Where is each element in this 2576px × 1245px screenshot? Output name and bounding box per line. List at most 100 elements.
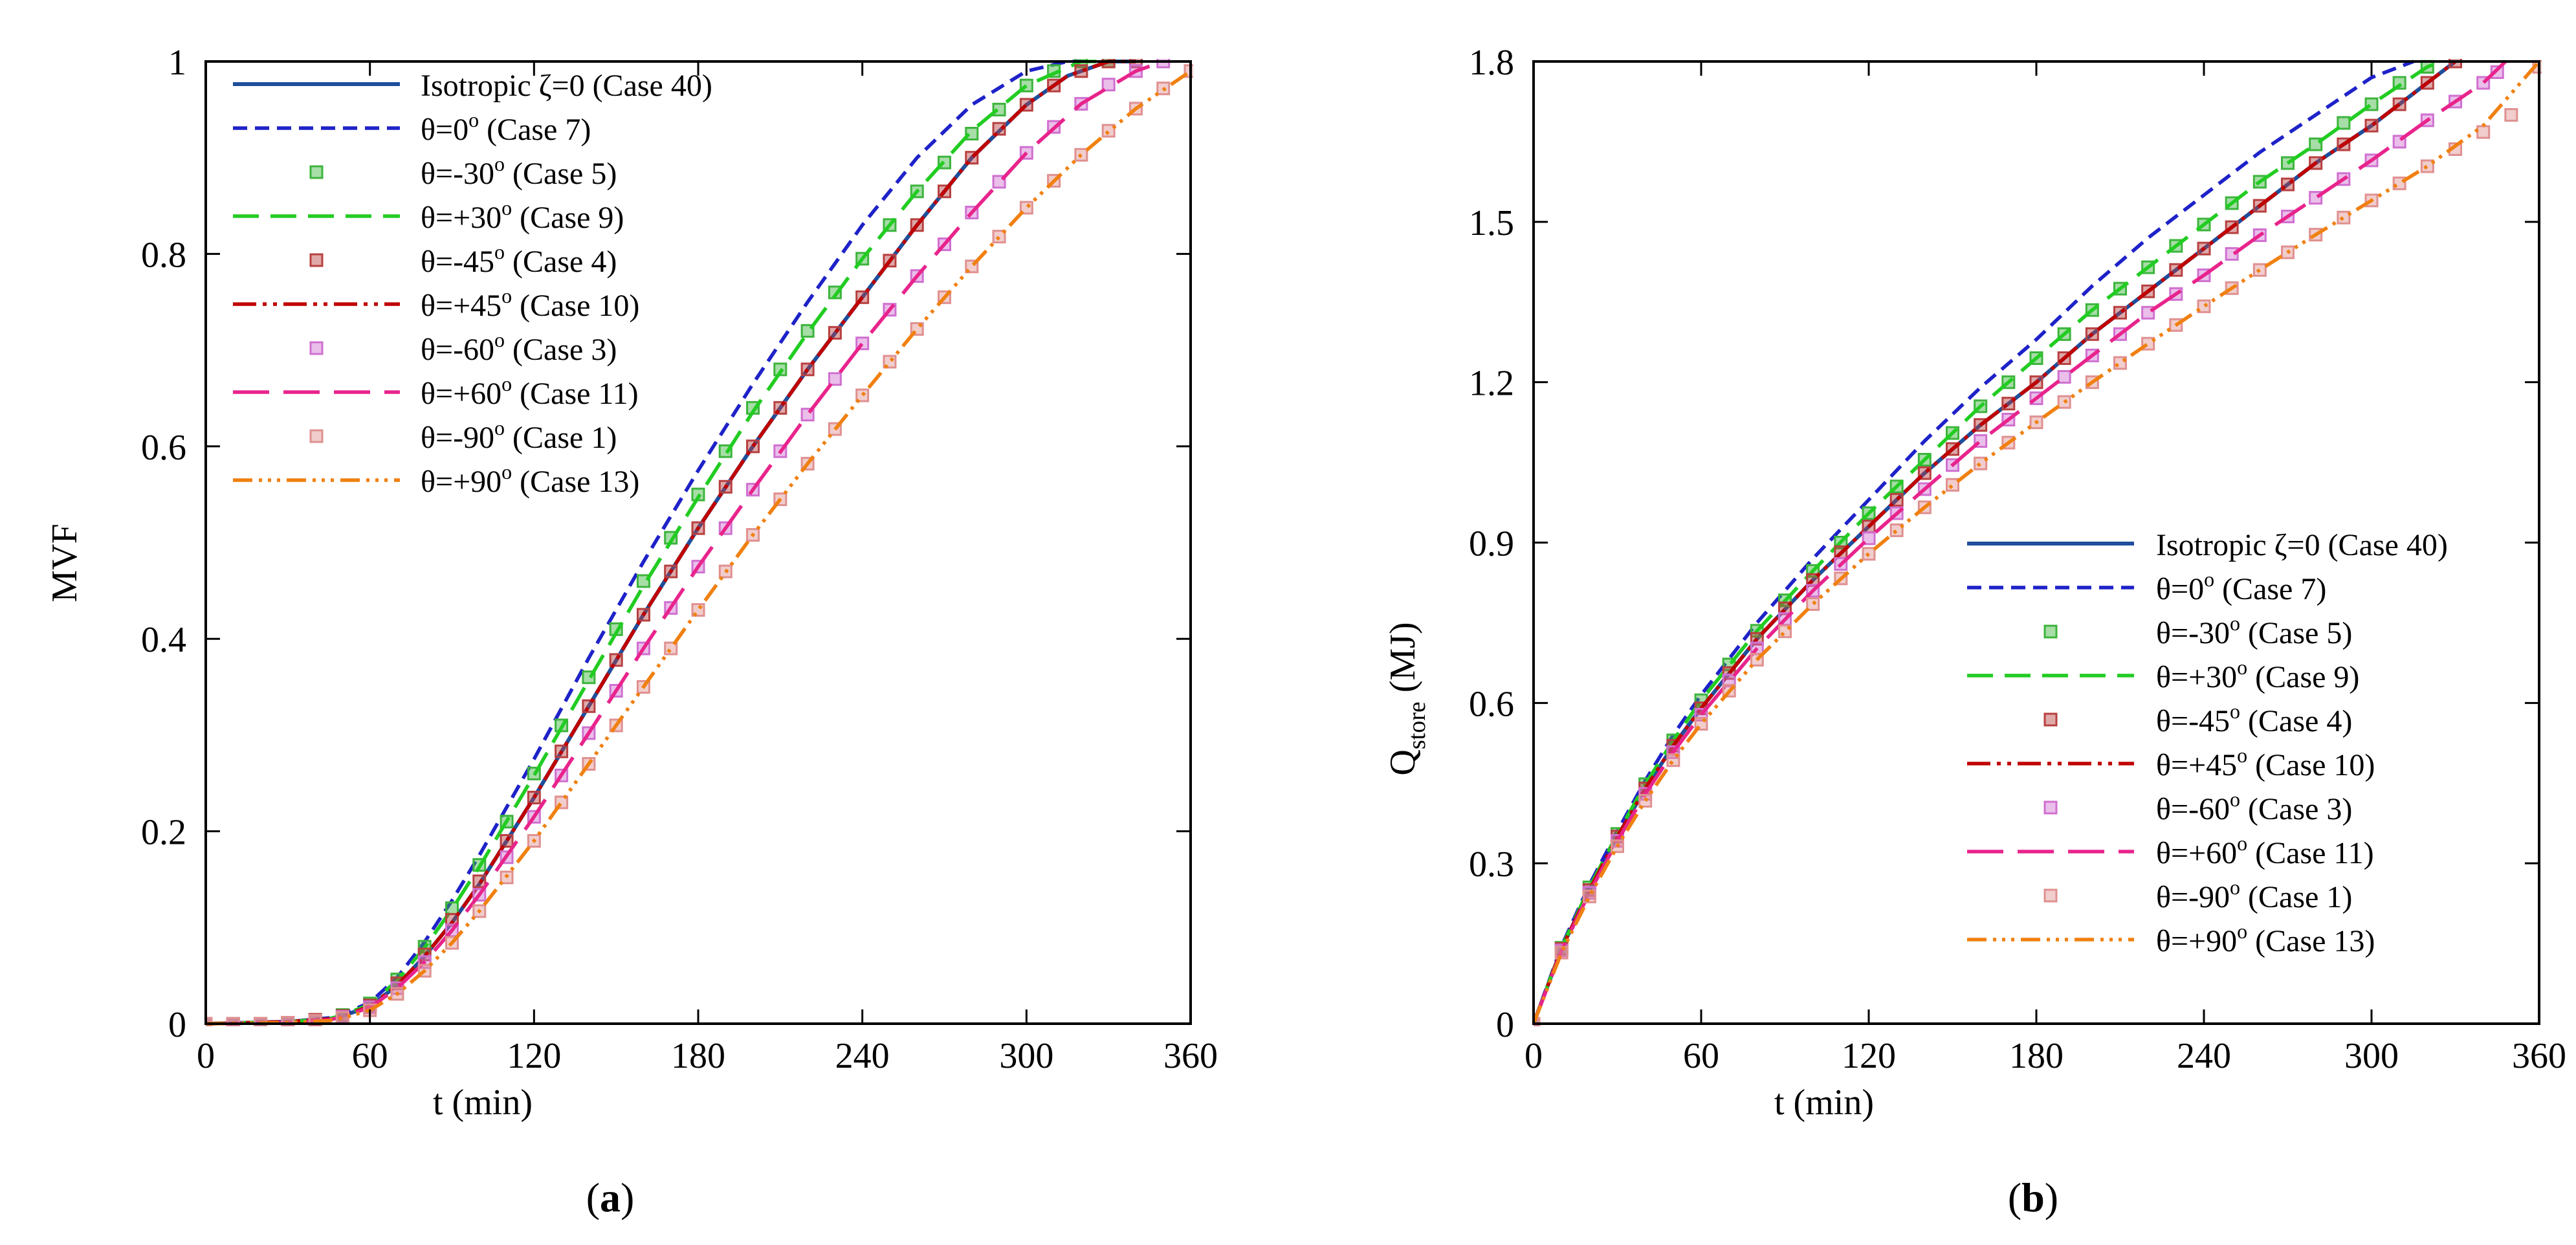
- panel-a-legend-entry: θ=+60o (Case 11): [233, 372, 639, 411]
- panel-b-legend-label: θ=0o (Case 7): [2156, 567, 2326, 606]
- panel-b-y-tick-label: 0.9: [1469, 524, 1514, 564]
- panel-b-label: (b): [2008, 1174, 2058, 1220]
- panel-b-series-7-line: [1534, 60, 2507, 1024]
- panel-b-legend-entry: θ=-90o (Case 1): [2043, 876, 2352, 914]
- panel-a-legend-entry: θ=-30o (Case 5): [309, 152, 617, 191]
- panel-b-y-axis-label-sub: store: [1404, 701, 1431, 749]
- panel-b-y-axis-label-main: Q: [1383, 749, 1423, 775]
- panel-b-legend-marker: [2043, 888, 2058, 903]
- panel-a-y-tick-label: 1: [168, 43, 186, 83]
- panel-b-series-group: [1534, 59, 2542, 1026]
- panel-b-series-8-point: [1974, 456, 1988, 470]
- panel-b-series-6-point: [1862, 531, 1876, 545]
- panel-a-series-6-point: [1101, 78, 1116, 92]
- panel-b-series-8-point: [2504, 108, 2518, 122]
- panel-a-x-tick-label: 360: [1163, 1036, 1218, 1076]
- panel-b-legend-label: θ=-45o (Case 4): [2156, 700, 2352, 738]
- panel-b-y-axis-label: Qstore (MJ): [1383, 622, 1431, 775]
- panel-a-mvf-chart: 0 60 120 180 240 300 360 0 0.2 0.4 0.6 0.8 1 Isotrop…: [45, 43, 1218, 1220]
- panel-a-series-4-point: [746, 439, 760, 454]
- panel-b-legend-entry: θ=-45o (Case 4): [2043, 700, 2352, 738]
- panel-b-x-tick-label: 0: [1525, 1036, 1543, 1076]
- panel-b-legend-entry: θ=0o (Case 7): [1967, 567, 2326, 606]
- panel-a-series-3-line: [206, 60, 1109, 1026]
- panel-a-series-4-point: [445, 912, 459, 927]
- panel-b-series-9-line: [1534, 60, 2541, 1025]
- panel-b-legend-label: θ=+30o (Case 9): [2156, 656, 2359, 694]
- panel-a-y-tick-label: 0.8: [141, 235, 186, 275]
- panel-b-series-2-point: [2337, 116, 2351, 130]
- panel-b-x-tick-label: 240: [2177, 1036, 2231, 1076]
- panel-b-legend-entry: θ=-60o (Case 3): [2043, 788, 2352, 826]
- panel-b-y-tick-label: 1.8: [1469, 43, 1514, 83]
- panel-a-legend-label: θ=+90o (Case 13): [421, 460, 639, 499]
- panel-a-ticks: 0 60 120 180 240 300 360 0 0.2 0.4 0.6 0.8 1: [141, 43, 1218, 1076]
- panel-a-legend-label: θ=-30o (Case 5): [421, 152, 617, 191]
- panel-a-legend-entry: θ=+45o (Case 10): [233, 284, 639, 323]
- panel-a-series-8-point: [992, 230, 1006, 244]
- panel-a-legend-label: θ=+60o (Case 11): [421, 372, 639, 411]
- panel-b-legend-entry: θ=+90o (Case 13): [1967, 920, 2375, 958]
- panel-b-series-1-line: [1534, 60, 2414, 1024]
- panel-b-legend-label: θ=-30o (Case 5): [2156, 611, 2352, 650]
- panel-a-legend-entry: θ=-60o (Case 3): [309, 328, 617, 367]
- panel-b-legend-label: Isotropic ζ=0 (Case 40): [2156, 528, 2448, 562]
- panel-b-legend-label: θ=+60o (Case 11): [2156, 832, 2374, 870]
- panel-b-legend-label: θ=-60o (Case 3): [2156, 788, 2352, 826]
- panel-b-series-5-line: [1534, 60, 2457, 1024]
- panel-b-label-letter: b: [2021, 1174, 2045, 1220]
- panel-a-series-8-markers: [206, 64, 1193, 1026]
- panel-b-legend-marker: [2043, 800, 2058, 815]
- panel-b-series-8-point: [2197, 299, 2211, 313]
- panel-b-y-tick-label: 1.2: [1469, 364, 1514, 404]
- panel-a-series-1-line: [206, 60, 1081, 1026]
- panel-a-legend-marker: [309, 341, 324, 355]
- panel-a-legend-label: θ=-60o (Case 3): [421, 328, 617, 367]
- panel-a-legend-marker: [309, 429, 324, 443]
- panel-a-legend-entry: θ=0o (Case 7): [233, 108, 591, 147]
- panel-a-x-tick-label: 240: [835, 1036, 890, 1076]
- panel-a-series-7-line: [206, 60, 1164, 1026]
- panel-a-legend-label: θ=-45o (Case 4): [421, 240, 617, 279]
- panel-b-series-8-point: [2337, 210, 2351, 225]
- panel-a-label-letter: a: [600, 1174, 621, 1220]
- panel-a-series-2-markers: [206, 59, 1116, 1026]
- panel-b-ticks: 0 60 120 180 240 300 360 0 0.3 0.6 0.9 1.2 1.5 1.8: [1469, 43, 2566, 1076]
- panel-a-label: (a): [586, 1174, 635, 1220]
- panel-a-y-axis-label: MVF: [45, 523, 85, 602]
- panel-b-series-6-point: [2057, 369, 2071, 384]
- panel-b-y-tick-label: 1.5: [1469, 203, 1514, 243]
- panel-b-legend-entry: θ=+30o (Case 9): [1967, 656, 2359, 694]
- panel-a-frame-box: [204, 60, 1192, 1025]
- panel-b-legend-entry: θ=+60o (Case 11): [1967, 832, 2374, 870]
- panel-a-legend-entry: θ=-90o (Case 1): [309, 416, 617, 455]
- panel-a-legend-entry: θ=+90o (Case 13): [233, 460, 639, 499]
- panel-b-legend-entry: Isotropic ζ=0 (Case 40): [1967, 528, 2448, 562]
- panel-b-x-tick-label: 180: [2009, 1036, 2064, 1076]
- panel-b-legend-entry: θ=+45o (Case 10): [1967, 744, 2375, 782]
- panel-b-legend: Isotropic ζ=0 (Case 40) θ=0o (Case 7) θ=-3…: [1967, 528, 2448, 958]
- panel-a-legend-marker: [309, 165, 324, 179]
- panel-a-series-4-point: [992, 122, 1006, 136]
- panel-a-x-tick-label: 60: [352, 1036, 388, 1076]
- panel-a-series-8-point: [1101, 124, 1116, 138]
- panel-a-legend-label: Isotropic ζ=0 (Case 40): [421, 69, 712, 103]
- panel-a-x-tick-label: 0: [197, 1036, 215, 1076]
- panel-b-y-tick-label: 0: [1496, 1005, 1514, 1045]
- panel-a-x-axis-label: t (min): [433, 1083, 533, 1123]
- panel-b-y-tick-label: 0.6: [1469, 684, 1514, 724]
- panel-a-y-tick-label: 0.6: [141, 428, 186, 468]
- panel-a-series-9-line: [206, 69, 1192, 1026]
- panel-b-series-3-line: [1534, 60, 2442, 1024]
- panel-b-x-axis-label: t (min): [1774, 1083, 1874, 1123]
- panel-b-y-axis-label-unit: (MJ): [1383, 622, 1423, 701]
- panel-b-legend-marker: [2043, 624, 2058, 639]
- panel-a-legend-label: θ=+45o (Case 10): [421, 284, 639, 323]
- panel-b-legend-label: θ=-90o (Case 1): [2156, 876, 2352, 914]
- panel-a-legend-label: θ=-90o (Case 1): [421, 416, 617, 455]
- panel-a-x-tick-label: 180: [671, 1036, 725, 1076]
- panel-a-series-4-point: [500, 833, 514, 848]
- panel-a-legend-entry: θ=-45o (Case 4): [309, 240, 617, 279]
- panel-a-x-tick-label: 300: [999, 1036, 1053, 1076]
